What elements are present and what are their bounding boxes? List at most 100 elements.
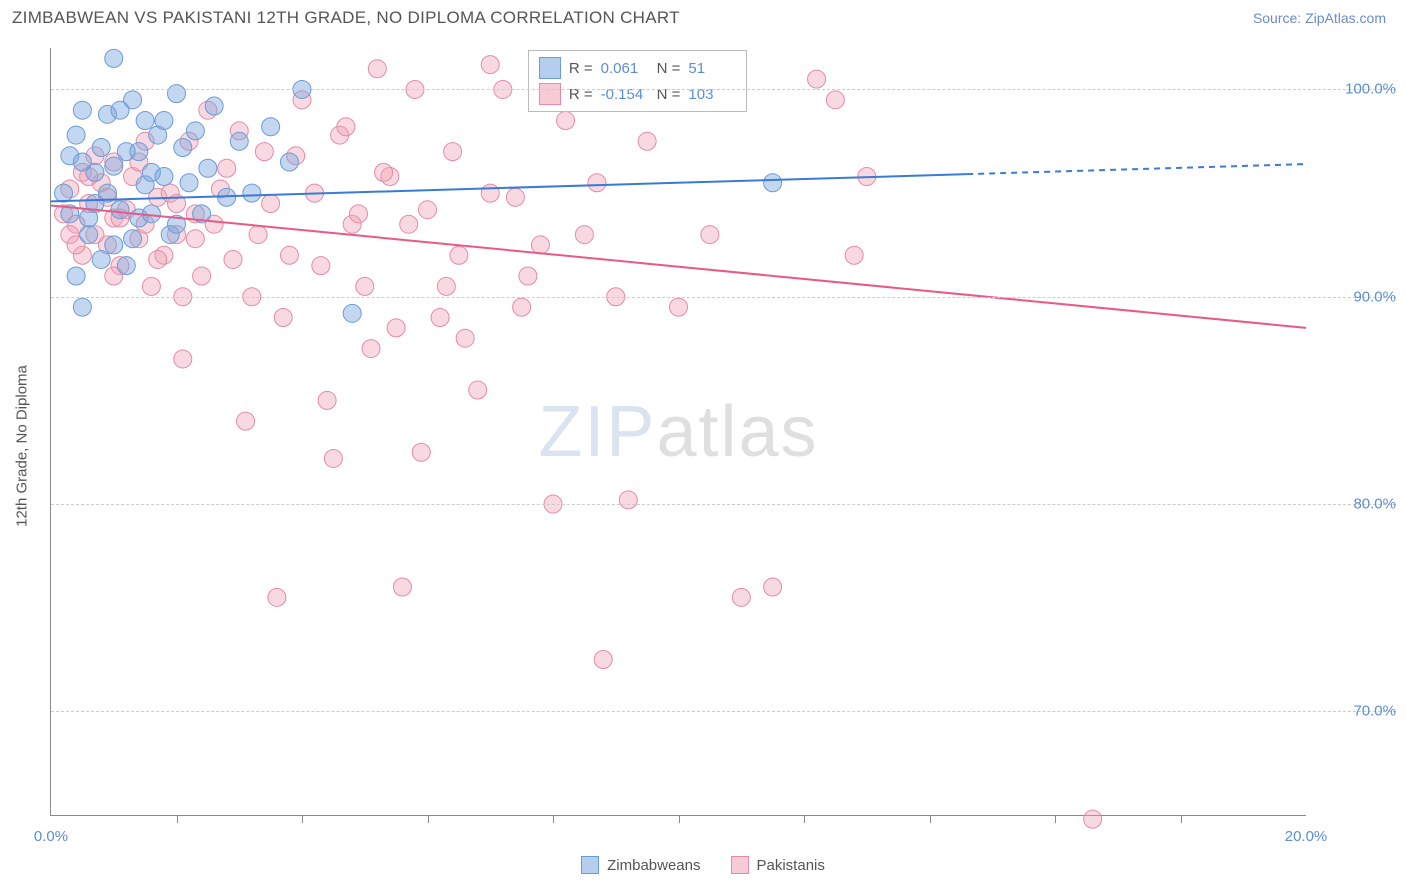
data-point (400, 215, 418, 233)
gridline-h (51, 89, 1396, 90)
y-axis-label: 12th Grade, No Diploma (14, 365, 31, 527)
y-tick-label: 80.0% (1316, 496, 1396, 513)
x-tick (177, 815, 178, 823)
data-point (444, 143, 462, 161)
data-point (845, 246, 863, 264)
swatch-zimb-icon (539, 57, 561, 79)
data-point (268, 588, 286, 606)
data-point (243, 184, 261, 202)
data-point (130, 143, 148, 161)
data-point (174, 350, 192, 368)
data-point (180, 174, 198, 192)
data-point (732, 588, 750, 606)
data-point (218, 159, 236, 177)
regression-line-dashed (967, 164, 1306, 174)
data-point (450, 246, 468, 264)
data-point (92, 250, 110, 268)
data-point (419, 201, 437, 219)
x-tick (1055, 815, 1056, 823)
data-point (456, 329, 474, 347)
data-point (186, 230, 204, 248)
data-point (393, 578, 411, 596)
data-point (149, 250, 167, 268)
data-point (619, 491, 637, 509)
data-point (670, 298, 688, 316)
data-point (469, 381, 487, 399)
legend-item-pak: Pakistanis (731, 856, 825, 874)
data-point (343, 304, 361, 322)
x-tick (428, 815, 429, 823)
chart-plot-area: ZIPatlas R = 0.061 N = 51 R = -0.154 N =… (50, 48, 1306, 816)
data-point (280, 153, 298, 171)
data-point (174, 139, 192, 157)
data-point (513, 298, 531, 316)
x-tick-label: 0.0% (34, 828, 68, 845)
data-point (105, 49, 123, 67)
data-point (230, 132, 248, 150)
data-point (638, 132, 656, 150)
data-point (255, 143, 273, 161)
x-tick-label: 20.0% (1285, 828, 1328, 845)
data-point (249, 226, 267, 244)
data-point (375, 163, 393, 181)
stat-row-pak: R = -0.154 N = 103 (539, 81, 737, 107)
data-point (111, 201, 129, 219)
data-point (67, 126, 85, 144)
gridline-h (51, 711, 1396, 712)
data-point (412, 443, 430, 461)
data-point (312, 257, 330, 275)
data-point (205, 97, 223, 115)
data-point (193, 267, 211, 285)
data-point (73, 298, 91, 316)
data-point (117, 257, 135, 275)
chart-svg (51, 48, 1306, 815)
data-point (826, 91, 844, 109)
data-point (557, 112, 575, 130)
data-point (1084, 810, 1102, 828)
correlation-stats-box: R = 0.061 N = 51 R = -0.154 N = 103 (528, 50, 748, 112)
data-point (318, 391, 336, 409)
data-point (437, 277, 455, 295)
data-point (519, 267, 537, 285)
data-point (262, 118, 280, 136)
data-point (349, 205, 367, 223)
x-tick (679, 815, 680, 823)
data-point (168, 85, 186, 103)
data-point (67, 267, 85, 285)
x-tick (804, 815, 805, 823)
stat-row-zimb: R = 0.061 N = 51 (539, 55, 737, 81)
data-point (155, 168, 173, 186)
data-point (55, 184, 73, 202)
x-tick (1181, 815, 1182, 823)
data-point (808, 70, 826, 88)
x-tick (930, 815, 931, 823)
data-point (594, 651, 612, 669)
data-point (155, 112, 173, 130)
x-tick (553, 815, 554, 823)
data-point (368, 60, 386, 78)
data-point (575, 226, 593, 244)
gridline-h (51, 504, 1396, 505)
page-title: ZIMBABWEAN VS PAKISTANI 12TH GRADE, NO D… (12, 8, 680, 28)
data-point (105, 236, 123, 254)
data-point (142, 277, 160, 295)
data-point (186, 122, 204, 140)
swatch-zimb-icon (581, 856, 599, 874)
data-point (588, 174, 606, 192)
data-point (531, 236, 549, 254)
bottom-legend: Zimbabweans Pakistanis (0, 856, 1406, 874)
data-point (701, 226, 719, 244)
data-point (105, 157, 123, 175)
data-point (280, 246, 298, 264)
data-point (764, 578, 782, 596)
y-tick-label: 100.0% (1316, 81, 1396, 98)
data-point (356, 277, 374, 295)
data-point (274, 308, 292, 326)
y-tick-label: 70.0% (1316, 703, 1396, 720)
swatch-pak-icon (539, 83, 561, 105)
data-point (124, 230, 142, 248)
data-point (111, 101, 129, 119)
data-point (431, 308, 449, 326)
data-point (80, 226, 98, 244)
data-point (73, 153, 91, 171)
